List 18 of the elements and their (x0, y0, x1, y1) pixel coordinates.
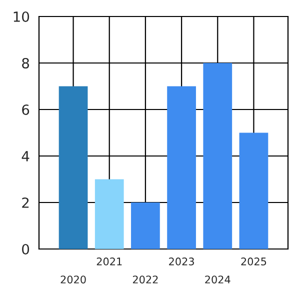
x-tick-label: 2024 (205, 276, 230, 284)
y-tick-label: 8 (22, 58, 30, 68)
y-tick-label: 2 (22, 197, 29, 208)
x-tick-label: 2022 (132, 276, 158, 284)
y-tick-label: 10 (14, 11, 30, 22)
y-tick-label: 6 (22, 104, 30, 115)
x-tick-label: 2023 (169, 258, 194, 266)
bar (239, 132, 268, 249)
x-tick-label: 2025 (241, 258, 266, 266)
bar (167, 86, 196, 249)
x-tick-label: 2020 (60, 276, 86, 284)
x-tick-label: 2021 (96, 258, 122, 266)
y-tick-label: 0 (22, 244, 30, 254)
bar (131, 202, 160, 249)
bar (58, 86, 88, 249)
bar (94, 179, 124, 249)
bar (203, 63, 232, 249)
y-tick-label: 4 (22, 151, 30, 162)
